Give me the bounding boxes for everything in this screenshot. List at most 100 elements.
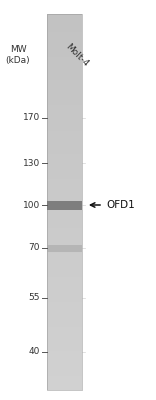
Bar (47, 151, 82, 152)
Bar (47, 362, 82, 364)
Bar (47, 126, 82, 127)
Bar (47, 221, 82, 222)
Bar (47, 284, 82, 285)
Bar (47, 129, 82, 130)
Bar (47, 65, 82, 67)
Bar (47, 64, 82, 65)
Bar (47, 178, 82, 180)
Bar (47, 133, 82, 134)
Bar (47, 226, 82, 227)
Bar (47, 29, 82, 30)
Bar (47, 248, 82, 250)
Bar (47, 240, 82, 241)
Bar (47, 90, 82, 92)
Bar (47, 45, 82, 46)
Bar (47, 334, 82, 335)
Bar (47, 288, 82, 290)
Bar (47, 20, 82, 22)
Bar (47, 15, 82, 16)
Bar (47, 218, 82, 220)
Bar (47, 210, 82, 211)
Bar (47, 281, 82, 282)
Bar (47, 211, 82, 212)
Bar (47, 16, 82, 18)
Bar (47, 310, 82, 311)
Bar (47, 252, 82, 253)
Bar (47, 368, 82, 369)
Bar (47, 222, 82, 223)
Bar (47, 33, 82, 34)
Bar (47, 84, 82, 86)
Bar (47, 350, 82, 351)
Bar (47, 14, 82, 390)
Bar (47, 67, 82, 68)
Bar (47, 89, 82, 90)
Bar (47, 77, 82, 78)
Bar (47, 63, 82, 64)
Bar (47, 39, 82, 40)
Bar (47, 148, 82, 149)
Bar (47, 157, 82, 158)
Bar (47, 146, 82, 147)
Bar (47, 201, 82, 202)
Bar (47, 156, 82, 157)
Bar (47, 326, 82, 327)
Bar (47, 192, 82, 193)
Bar (47, 132, 82, 133)
Bar (47, 340, 82, 341)
Bar (47, 14, 82, 15)
Bar (47, 374, 82, 375)
Bar (47, 80, 82, 82)
Bar (47, 130, 82, 132)
Bar (47, 381, 82, 382)
Bar (47, 376, 82, 378)
Bar (47, 26, 82, 28)
Bar (47, 228, 82, 230)
Bar (47, 62, 82, 63)
Text: OFD1: OFD1 (106, 200, 135, 210)
Bar (47, 385, 82, 386)
Bar (47, 345, 82, 346)
Text: 40: 40 (29, 348, 40, 356)
Bar (47, 23, 82, 24)
Bar (47, 144, 82, 146)
Text: MW
(kDa): MW (kDa) (6, 45, 30, 65)
Bar (47, 40, 82, 42)
Bar (47, 147, 82, 148)
Bar (47, 214, 82, 216)
Bar (47, 256, 82, 257)
Bar (47, 183, 82, 184)
Bar (47, 342, 82, 344)
Bar (47, 389, 82, 390)
Bar (47, 79, 82, 80)
Bar (47, 300, 82, 301)
Bar (47, 118, 82, 119)
Bar (47, 302, 82, 304)
Bar (47, 207, 82, 208)
Bar (47, 246, 82, 247)
Text: 70: 70 (29, 244, 40, 252)
Bar (47, 38, 82, 39)
Bar (47, 324, 82, 325)
Bar (47, 321, 82, 322)
Text: 130: 130 (23, 158, 40, 168)
Bar (47, 307, 82, 308)
Bar (47, 116, 82, 117)
Bar (47, 267, 82, 268)
Bar (47, 349, 82, 350)
Bar (47, 268, 82, 270)
Bar (47, 184, 82, 186)
Bar (47, 233, 82, 234)
Bar (47, 220, 82, 221)
Bar (47, 261, 82, 262)
Bar (47, 173, 82, 174)
Bar (47, 152, 82, 153)
Bar (47, 318, 82, 320)
Bar (47, 351, 82, 352)
Bar (47, 163, 82, 164)
Bar (47, 22, 82, 23)
Bar (47, 200, 82, 210)
Bar (47, 143, 82, 144)
Bar (47, 204, 82, 206)
Bar (47, 355, 82, 356)
